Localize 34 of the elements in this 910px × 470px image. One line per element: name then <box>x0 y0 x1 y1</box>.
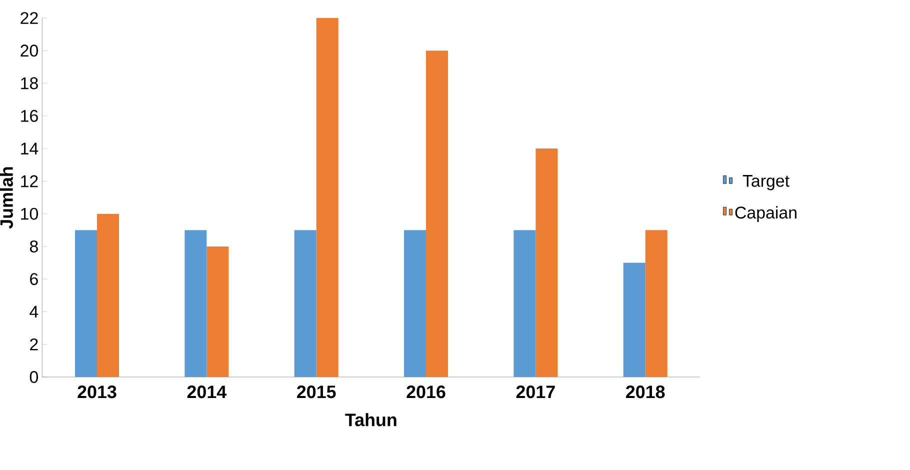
x-axis-title: Tahun <box>345 413 396 426</box>
y-tick-label: 14 <box>21 142 38 154</box>
legend-label: Target <box>742 175 790 190</box>
y-tick-label: 18 <box>21 77 38 90</box>
bar <box>184 230 207 377</box>
x-tick-label: 2014 <box>187 386 227 398</box>
y-tick-label: 20 <box>20 44 38 57</box>
y-tick-label: 16 <box>21 110 38 122</box>
x-tick-label: 2018 <box>626 386 665 398</box>
y-tick-label: 4 <box>30 306 38 318</box>
y-tick-label: 0 <box>30 371 38 383</box>
x-tick-label: 2013 <box>78 386 116 398</box>
y-tick-label: 6 <box>30 273 38 286</box>
bar <box>536 148 558 377</box>
y-tick-label: 12 <box>21 175 38 188</box>
bar <box>623 262 646 377</box>
bar <box>404 230 426 377</box>
bar <box>75 230 97 377</box>
bar <box>97 214 119 377</box>
y-tick-label: 8 <box>30 240 38 252</box>
y-tick-label: 22 <box>20 12 38 24</box>
legend-label: Capaian <box>735 206 796 222</box>
y-axis-title: Jumlah <box>0 167 13 229</box>
x-tick-label: 2016 <box>406 386 446 398</box>
bar <box>514 230 536 377</box>
bar <box>426 50 448 377</box>
x-tick-label: 2017 <box>516 386 555 398</box>
bar <box>294 230 316 377</box>
bar <box>206 246 229 377</box>
x-tick-label: 2015 <box>297 386 336 398</box>
y-tick-label: 2 <box>30 338 38 350</box>
bar <box>316 18 338 377</box>
y-tick-label: 10 <box>21 208 38 220</box>
bar <box>645 230 668 377</box>
